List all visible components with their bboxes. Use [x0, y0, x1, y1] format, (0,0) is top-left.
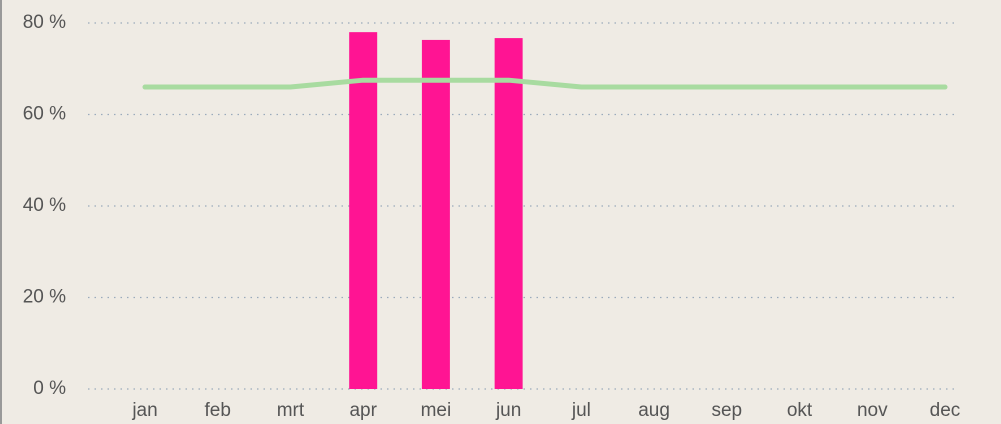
- x-tick-label: feb: [205, 400, 231, 421]
- y-tick-label: 0 %: [33, 378, 66, 399]
- x-tick-label: okt: [787, 400, 813, 421]
- bar: [421, 39, 450, 390]
- bar: [349, 32, 378, 390]
- line: [142, 77, 948, 90]
- y-tick-label: 60 %: [23, 104, 66, 125]
- y-tick-label: 20 %: [23, 287, 66, 308]
- bar: [494, 38, 523, 389]
- x-tick-label: apr: [349, 400, 377, 421]
- y-tick-label: 40 %: [23, 195, 66, 216]
- x-tick-label: dec: [930, 400, 961, 421]
- x-tick-label: jul: [571, 400, 591, 421]
- x-tick-label: jan: [131, 400, 157, 421]
- x-tick-label: mrt: [277, 400, 305, 421]
- x-tick-label: nov: [857, 400, 888, 421]
- x-tick-label: jun: [495, 400, 521, 421]
- x-tick-label: aug: [638, 400, 670, 421]
- x-tick-label: sep: [711, 400, 742, 421]
- y-tick-label: 80 %: [23, 12, 66, 33]
- x-tick-label: mei: [421, 400, 452, 421]
